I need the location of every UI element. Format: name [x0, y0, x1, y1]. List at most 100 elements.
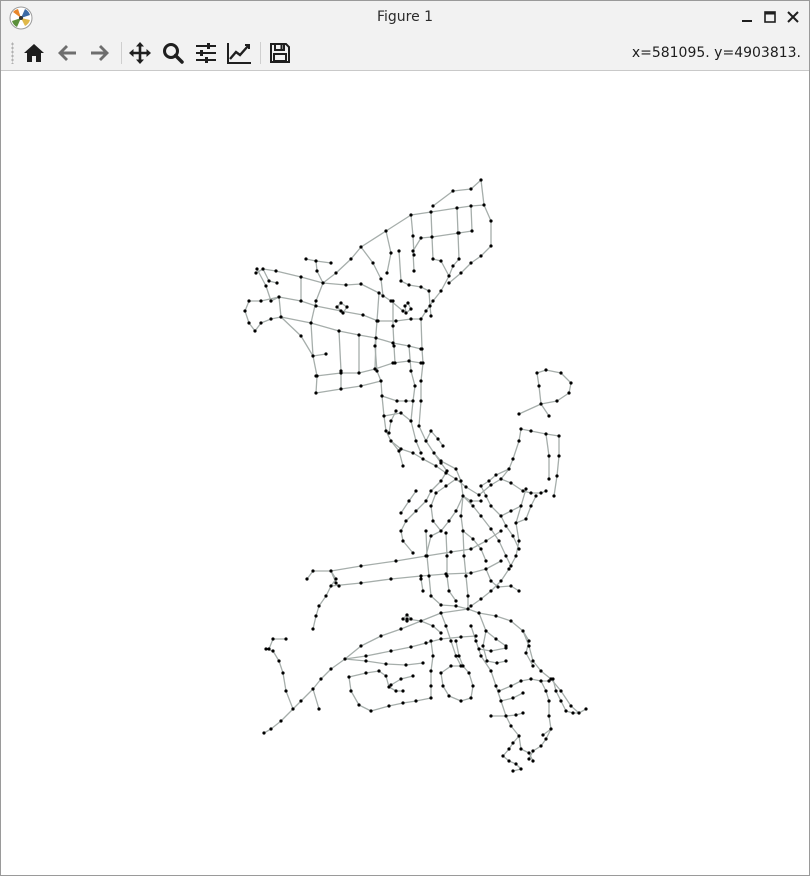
- network-node: [474, 634, 478, 638]
- network-node: [489, 483, 493, 487]
- network-node: [511, 741, 515, 745]
- network-node: [404, 663, 408, 667]
- network-edge: [360, 246, 384, 297]
- cursor-coordinates: x=581095. y=4903813.: [631, 45, 801, 61]
- network-node: [414, 489, 418, 493]
- network-node: [439, 529, 443, 533]
- network-edge: [515, 495, 537, 524]
- network-edge: [425, 495, 464, 557]
- network-node: [424, 529, 428, 533]
- toolbar-grip[interactable]: [11, 42, 14, 64]
- network-node: [321, 281, 325, 285]
- network-edge: [330, 530, 502, 572]
- network-node: [441, 684, 445, 688]
- network-edge: [552, 678, 580, 714]
- network-node: [419, 317, 423, 321]
- network-node: [389, 577, 393, 581]
- navigation-toolbar: x=581095. y=4903813.: [1, 34, 809, 71]
- network-edge: [315, 360, 422, 377]
- network-edge: [400, 470, 448, 554]
- close-button[interactable]: [783, 7, 803, 27]
- network-node: [439, 671, 443, 675]
- network-node: [521, 711, 525, 715]
- network-node: [567, 391, 571, 395]
- network-node: [499, 699, 503, 703]
- zoom-button[interactable]: [158, 38, 188, 68]
- network-node: [314, 374, 318, 378]
- network-node: [429, 210, 433, 214]
- network-node: [445, 469, 449, 473]
- network-node: [399, 627, 403, 631]
- network-node: [275, 281, 279, 285]
- network-node: [471, 537, 475, 541]
- line-chart-icon: [227, 43, 251, 64]
- network-node: [421, 661, 425, 665]
- network-edge: [312, 353, 327, 357]
- pan-button[interactable]: [125, 38, 155, 68]
- network-node: [527, 757, 531, 761]
- network-node: [479, 484, 483, 488]
- network-edge: [418, 318, 448, 472]
- maximize-button[interactable]: [760, 7, 780, 27]
- network-node: [469, 624, 473, 628]
- network-edge: [425, 430, 444, 447]
- street-network-plot[interactable]: [1, 71, 809, 875]
- network-node: [454, 604, 458, 608]
- network-node: [411, 234, 415, 238]
- network-node: [421, 457, 425, 461]
- network-node: [485, 659, 489, 663]
- network-node: [359, 581, 363, 585]
- network-node: [464, 485, 468, 489]
- network-node: [436, 437, 440, 441]
- network-node: [311, 687, 315, 691]
- save-button[interactable]: [265, 38, 295, 68]
- network-node: [247, 321, 251, 325]
- network-node: [461, 529, 465, 533]
- network-node: [339, 309, 343, 313]
- forward-button[interactable]: [85, 38, 115, 68]
- network-node: [299, 275, 303, 279]
- network-node: [479, 654, 483, 658]
- network-node: [403, 304, 407, 308]
- network-node: [429, 684, 433, 688]
- network-node: [274, 269, 278, 273]
- network-edge: [448, 204, 492, 284]
- network-node: [384, 429, 388, 433]
- network-node: [539, 491, 543, 495]
- network-node: [373, 344, 377, 348]
- network-node: [299, 699, 303, 703]
- network-node: [384, 674, 388, 678]
- network-node: [494, 684, 498, 688]
- title-bar[interactable]: Figure 1: [1, 1, 809, 34]
- edit-axis-button[interactable]: [224, 38, 254, 68]
- network-node: [337, 584, 341, 588]
- network-node: [411, 551, 415, 555]
- network-edge: [430, 478, 457, 532]
- network-node: [539, 679, 543, 683]
- home-button[interactable]: [19, 38, 49, 68]
- back-button[interactable]: [52, 38, 82, 68]
- network-node: [469, 696, 473, 700]
- minimize-button[interactable]: [737, 7, 757, 27]
- configure-subplots-button[interactable]: [191, 38, 221, 68]
- network-node: [537, 384, 541, 388]
- network-node: [524, 517, 528, 521]
- network-node: [544, 689, 548, 693]
- network-node: [419, 285, 423, 289]
- network-node: [269, 299, 273, 303]
- network-node: [504, 524, 508, 528]
- network-node: [489, 504, 493, 508]
- network-node: [334, 581, 338, 585]
- network-node: [514, 554, 518, 558]
- network-node: [439, 603, 443, 607]
- network-node: [519, 504, 523, 508]
- network-node: [364, 654, 368, 658]
- toolbar-separator: [260, 42, 261, 64]
- network-node: [444, 531, 448, 535]
- network-node: [559, 689, 563, 693]
- network-node: [447, 274, 451, 278]
- network-node: [281, 671, 285, 675]
- network-node: [401, 689, 405, 693]
- figure-canvas[interactable]: [1, 71, 809, 875]
